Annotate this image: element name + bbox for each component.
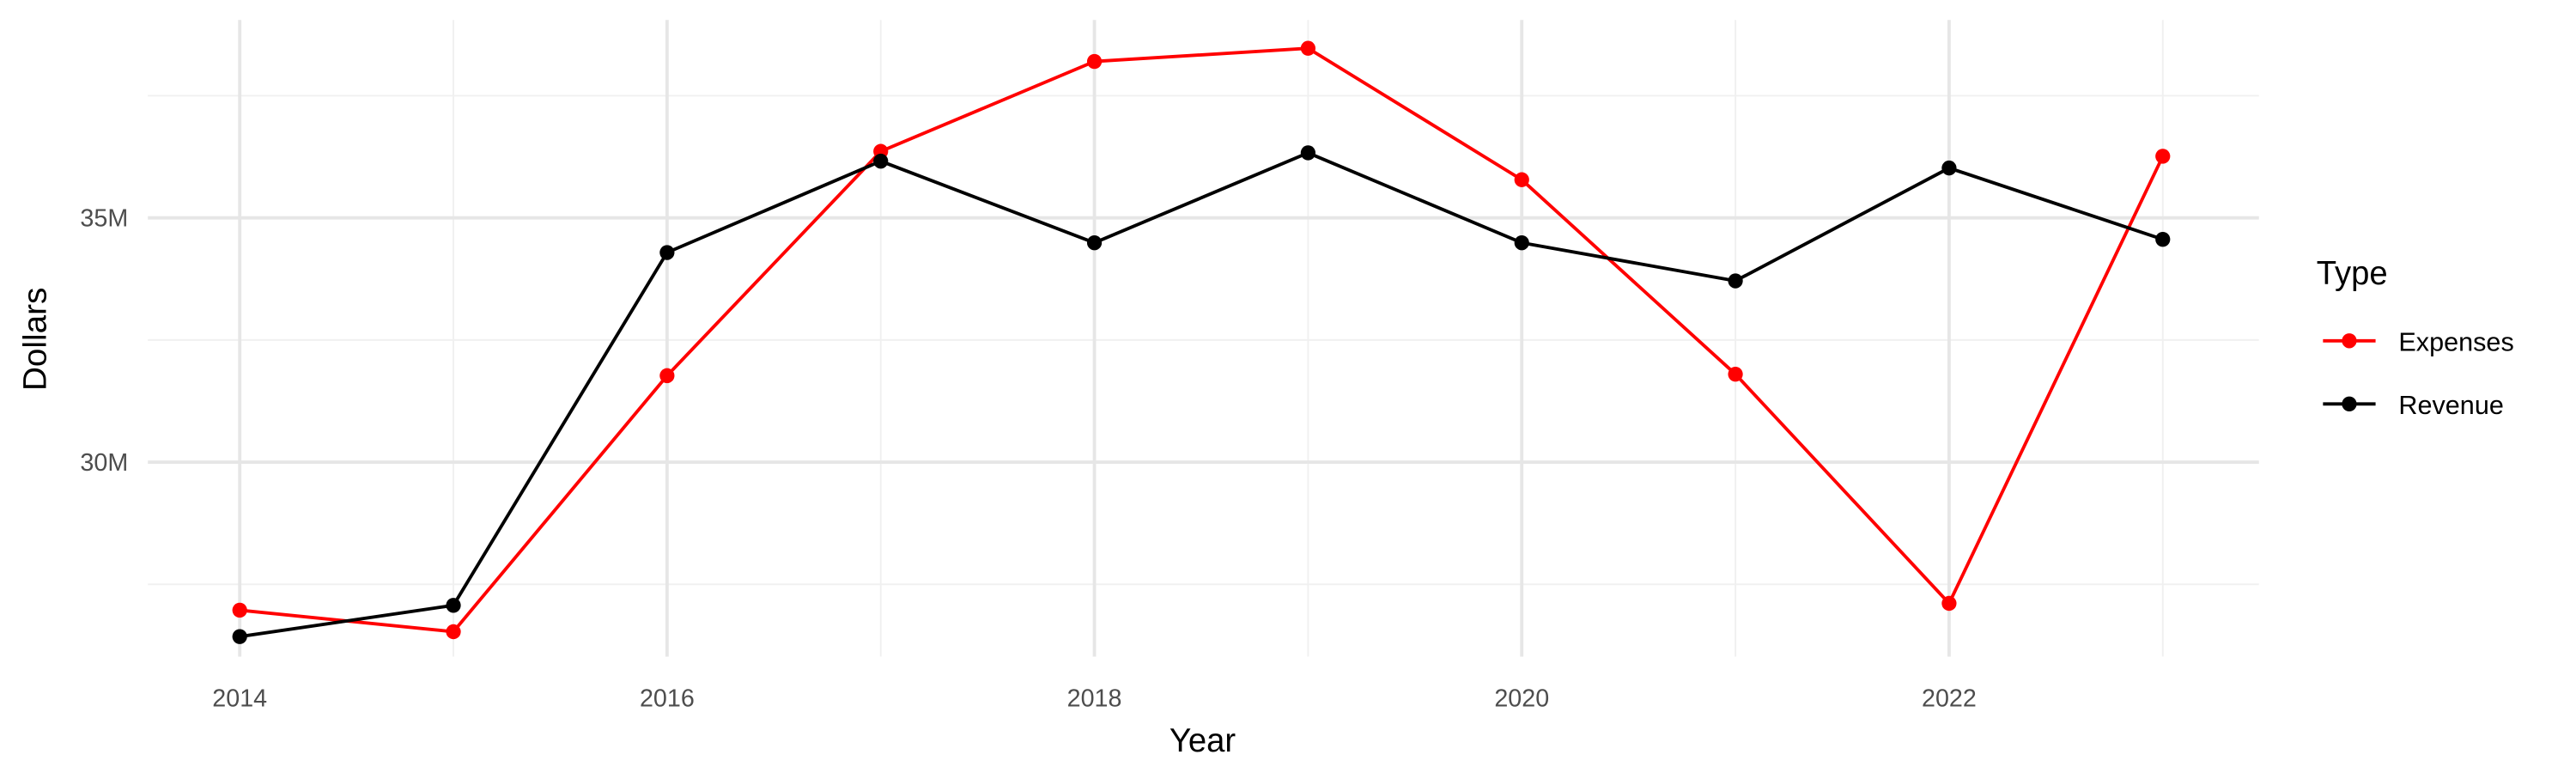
x-tick-label: 2018 <box>1067 685 1122 712</box>
x-tick-label: 2016 <box>640 685 695 712</box>
data-point <box>873 153 889 169</box>
data-point <box>2155 149 2171 164</box>
data-point <box>1086 234 1103 251</box>
data-point <box>232 602 247 618</box>
data-point <box>1300 40 1316 56</box>
data-point <box>1728 273 1743 289</box>
data-point <box>1728 366 1743 382</box>
y-tick-label: 30M <box>80 449 128 477</box>
x-tick-label: 2020 <box>1494 685 1549 712</box>
data-point <box>1514 234 1529 251</box>
series-line <box>239 150 2164 639</box>
data-point <box>659 368 675 384</box>
y-tick-label: 35M <box>80 204 128 232</box>
legend-title: Type <box>2317 255 2388 292</box>
x-tick-label: 2014 <box>212 685 267 712</box>
legend-marker <box>2342 333 2357 349</box>
x-tick-label: 2022 <box>1922 685 1977 712</box>
data-point <box>232 629 247 644</box>
data-point <box>1300 145 1316 161</box>
data-point <box>1941 160 1957 176</box>
x-axis-title: Year <box>1170 722 1236 759</box>
data-point <box>1086 53 1103 70</box>
data-point <box>1941 595 1957 612</box>
data-point <box>659 245 675 260</box>
legend-marker <box>2342 396 2357 412</box>
legend-label: Expenses <box>2398 326 2513 356</box>
data-point <box>446 598 461 613</box>
data-point <box>446 624 461 640</box>
series-line <box>240 46 2165 634</box>
data-point <box>2155 231 2171 247</box>
data-point <box>1514 172 1529 187</box>
y-axis-title: Dollars <box>17 288 54 391</box>
legend-label: Revenue <box>2398 390 2504 420</box>
